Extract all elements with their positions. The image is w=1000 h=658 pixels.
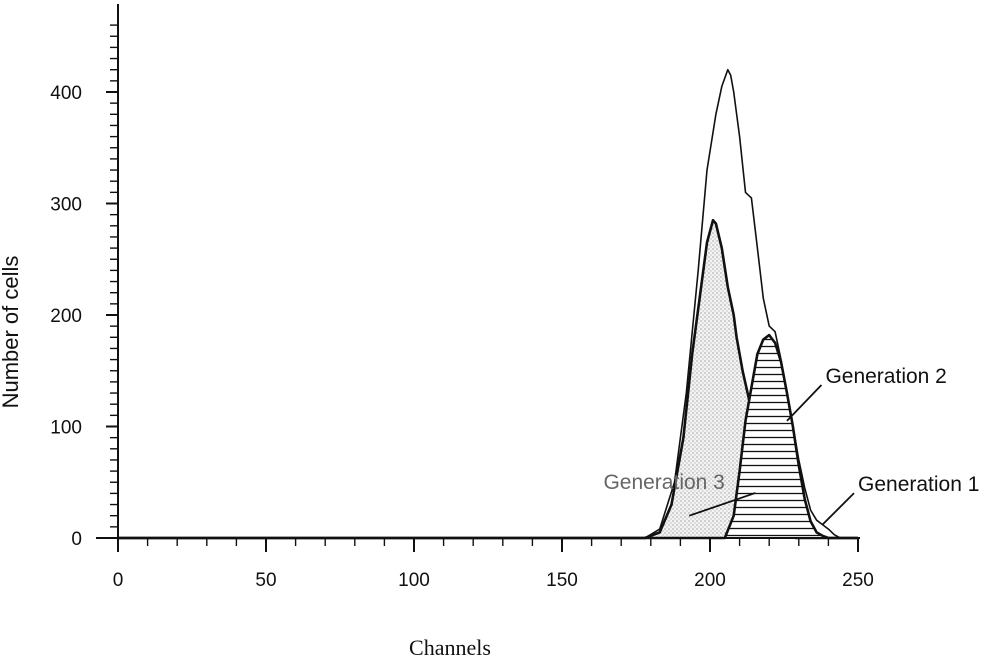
generation-2-annotation: Generation 2 xyxy=(825,365,946,388)
x-tick-label: 250 xyxy=(842,570,874,591)
generation-2-fill xyxy=(118,335,858,538)
generation-1-leader-line xyxy=(821,492,855,526)
y-tick-label: 400 xyxy=(50,83,82,104)
y-tick-label: 200 xyxy=(50,306,82,327)
x-axis-label: Channels xyxy=(409,635,491,658)
x-tick-label: 150 xyxy=(546,570,578,591)
y-tick-label: 0 xyxy=(71,529,82,550)
y-tick-label: 300 xyxy=(50,195,82,216)
x-tick-label: 50 xyxy=(255,570,276,591)
x-tick-label: 200 xyxy=(694,570,726,591)
generation-2-leader-line xyxy=(786,384,823,422)
x-tick-label: 100 xyxy=(398,570,430,591)
annotations-layer: Generation 3 Generation 2 Generation 1 xyxy=(603,365,979,526)
generation-1-line xyxy=(118,68,858,539)
series-layer xyxy=(118,68,858,540)
tick-labels-layer: 0 100 200 300 400 0 50 100 150 200 250 xyxy=(50,83,874,591)
generation-3-fill xyxy=(118,220,858,538)
y-axis-label: Number of cells xyxy=(0,256,23,409)
generation-1-annotation: Generation 1 xyxy=(858,473,979,496)
ticks-layer xyxy=(106,24,859,552)
y-tick-label: 100 xyxy=(50,418,82,439)
generation-3-annotation: Generation 3 xyxy=(603,471,724,494)
x-tick-label: 0 xyxy=(113,570,124,591)
generation-3-leader-line xyxy=(688,492,756,517)
generation-2-line xyxy=(118,333,858,540)
